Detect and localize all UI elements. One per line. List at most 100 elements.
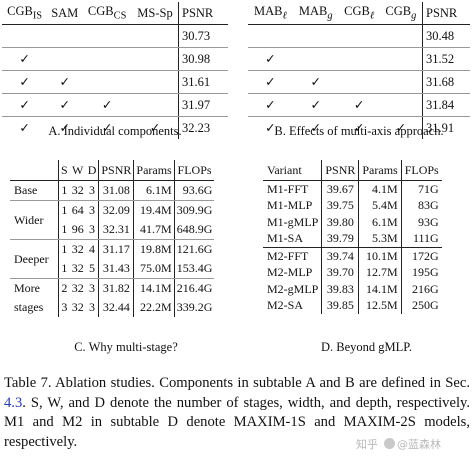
check-cell — [82, 24, 132, 48]
col-cgb-is: CGBIS — [2, 2, 48, 25]
cell-flops: 216G — [400, 281, 442, 298]
group-label: Deeper — [10, 239, 59, 279]
cell-w: 32 — [71, 242, 84, 256]
col-mab-g: MABg — [292, 2, 339, 25]
cell-variant: M1-SA — [263, 230, 322, 248]
col-psnr: PSNR — [178, 2, 228, 25]
cell-psnr: 39.80 — [321, 214, 359, 231]
section-ref-link[interactable]: 4.3 — [4, 394, 23, 411]
table-row: 1 96 3 32.31 41.7M 648.9G — [10, 220, 215, 240]
table-row: 1 32 5 31.43 75.0M 153.4G — [10, 259, 215, 279]
cell-flops: 309.9G — [173, 200, 215, 220]
psnr-cell: 31.68 — [422, 70, 470, 94]
psnr-cell: 31.52 — [422, 47, 470, 71]
table-row: M1-SA 39.79 5.3M 111G — [263, 230, 442, 248]
cell-flops: 648.9G — [173, 220, 215, 240]
col-s: S — [57, 160, 70, 181]
cell-psnr: 32.31 — [98, 220, 134, 240]
check-cell: ✓ — [248, 70, 293, 94]
col-w: W — [69, 160, 86, 181]
psnr-cell: 32.23 — [178, 116, 228, 139]
check-cell — [2, 24, 48, 48]
cell-params: 75.0M — [133, 259, 175, 279]
cell-psnr: 39.67 — [321, 180, 359, 198]
cell-psnr: 31.17 — [98, 239, 134, 259]
table-row: M2-gMLP 39.83 14.1M 216G — [263, 281, 442, 298]
cell-variant: M2-gMLP — [267, 281, 319, 296]
check-cell — [292, 47, 339, 71]
cell-s: 3 — [57, 298, 70, 317]
col-cgb-cs: CGBCS — [82, 2, 132, 25]
check-cell — [248, 24, 293, 48]
check-cell: ✓ — [292, 70, 339, 94]
cell-d: 4 — [89, 242, 96, 256]
col-psnr: PSNR — [98, 160, 134, 181]
col-d: D — [85, 160, 99, 181]
check-cell: ✓ — [395, 121, 407, 135]
cell-flops: 111G — [400, 230, 442, 248]
cell-s: 1 — [57, 239, 70, 259]
col-mab-l-sub: ℓ — [282, 10, 287, 22]
table-row: M2-SA 39.85 12.5M 250G — [263, 297, 442, 314]
cell-variant: M2-SA — [267, 298, 304, 313]
col-flops: FLOPs — [173, 160, 215, 181]
cell-psnr: 39.83 — [321, 281, 359, 298]
cell-params: 14.1M — [133, 278, 175, 298]
cell-d: 3 — [89, 203, 96, 217]
table-row: ✓ ✓ ✓ 31.84 — [248, 93, 470, 117]
check-cell: ✓ — [101, 121, 113, 135]
watermark-text-handle: @蓝森林 — [397, 438, 441, 451]
col-flops: FLOPs — [400, 160, 442, 181]
cell-flops: 71G — [400, 180, 442, 198]
table-caption-paragraph: Table 7. Ablation studies. Components in… — [4, 374, 470, 452]
cell-flops: 216.4G — [173, 278, 215, 298]
table-row: 30.48 — [248, 24, 470, 48]
caption-part2: . S, W, and D denote the number of stage… — [4, 394, 470, 450]
cell-s: 1 — [57, 259, 70, 279]
check-cell: ✓ — [149, 121, 161, 135]
watermark-text-zhihu: 知乎 — [356, 438, 378, 451]
col-variant: Variant — [263, 160, 322, 181]
check-cell — [82, 47, 132, 71]
col-cgb-is-sub: IS — [32, 10, 43, 22]
cell-s: 2 — [57, 278, 70, 298]
cell-psnr: 39.79 — [321, 230, 359, 248]
check-cell — [132, 70, 179, 94]
table-c-caption: C. Why multi-stage? — [74, 340, 178, 354]
cell-w: 32 — [71, 281, 84, 295]
table-row: ✓ ✓ ✓ ✓ 32.23 — [2, 116, 228, 139]
col-blank — [10, 160, 59, 181]
psnr-cell: 31.97 — [178, 93, 228, 117]
cell-variant: M1-FFT — [267, 181, 309, 196]
cell-psnr: 31.43 — [98, 259, 134, 279]
cell-d: 3 — [85, 220, 99, 240]
table-row: M2-MLP 39.70 12.7M 195G — [263, 264, 442, 281]
table-row: Wider 1 64 3 32.09 19.4M 309.9G — [10, 200, 215, 240]
table-d: Variant PSNR Params FLOPs M1-FFT 39.67 4.1… — [263, 160, 442, 314]
col-params: Params — [358, 160, 402, 181]
cell-flops: 250G — [400, 297, 442, 314]
caption-part1: Table 7. Ablation studies. Components in… — [4, 375, 470, 391]
check-cell — [338, 70, 380, 94]
check-cell — [379, 47, 423, 71]
check-cell — [338, 24, 380, 48]
check-cell: ✓ — [338, 93, 380, 117]
group-label: stages — [14, 300, 44, 314]
check-cell: ✓ — [82, 93, 132, 117]
table-row: M1-gMLP 39.80 6.1M 93G — [263, 214, 442, 231]
cell-d: 3 — [89, 281, 96, 295]
col-psnr: PSNR — [321, 160, 359, 181]
psnr-cell: 30.98 — [178, 47, 228, 71]
cell-w: 64 — [71, 203, 84, 217]
check-cell — [379, 24, 423, 48]
table-a-caption: A. Individual components. — [48, 124, 182, 138]
cell-variant: M2-MLP — [267, 265, 313, 280]
table-row: ✓ ✓ 31.68 — [248, 70, 470, 94]
cell-psnr: 39.85 — [321, 297, 359, 314]
cell-d: 5 — [85, 259, 99, 279]
table-a-header: CGBIS SAM CGBCS MS-Sp PSNR — [2, 2, 228, 25]
check-cell: ✓ — [59, 121, 70, 135]
table-row: stages 3 32 3 32.44 22.2M 339.2G — [10, 298, 215, 317]
group-label: Base — [10, 180, 59, 201]
table-row: 30.73 — [2, 24, 228, 48]
